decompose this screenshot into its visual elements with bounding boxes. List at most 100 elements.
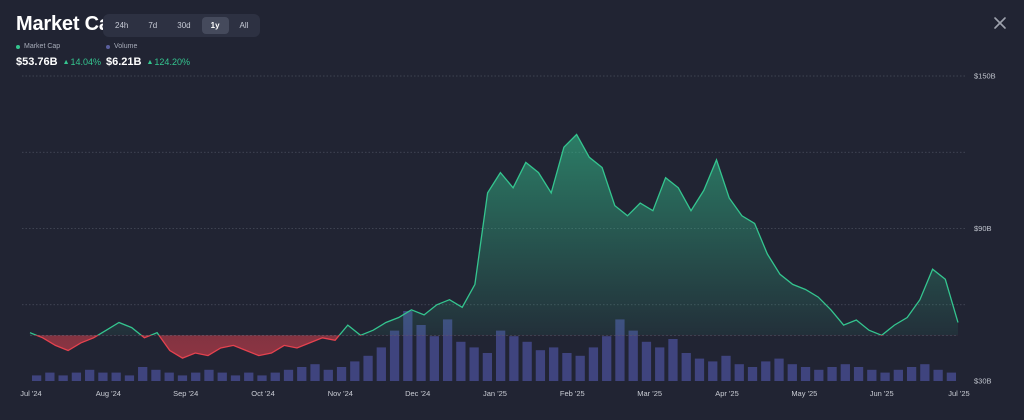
volume-bar — [509, 336, 519, 381]
x-tick-label: Aug '24 — [96, 389, 121, 398]
volume-bar — [495, 330, 506, 381]
volume-bar — [429, 336, 439, 381]
x-tick-label: Jul '24 — [20, 389, 41, 398]
caret-up-icon: ▲ — [62, 58, 70, 66]
x-tick-label: Apr '25 — [715, 389, 739, 398]
market-cap-line-down — [34, 335, 883, 359]
volume-bar — [946, 372, 957, 381]
x-tick-label: Jan '25 — [483, 389, 507, 398]
volume-bar — [270, 372, 280, 381]
volume-bar — [45, 372, 55, 381]
volume-bar — [98, 372, 108, 381]
market-cap-value: $53.76B — [16, 56, 58, 68]
volume-bar — [734, 364, 744, 381]
volume-bar — [111, 372, 121, 381]
volume-bar — [389, 330, 400, 381]
volume-bar — [747, 367, 758, 381]
volume-metric: $6.21B ▲ 124.20% — [106, 56, 190, 68]
y-tick-label: $150B — [974, 72, 996, 81]
volume-bar — [694, 358, 705, 381]
market-cap-area-down — [30, 335, 958, 359]
x-tick-label: Feb '25 — [560, 389, 585, 398]
x-tick-label: Sep '24 — [173, 389, 198, 398]
volume-bar — [244, 372, 254, 381]
volume-bar — [217, 372, 227, 381]
volume-bar — [323, 369, 333, 381]
volume-bar — [442, 319, 453, 381]
x-tick-label: Oct '24 — [251, 389, 275, 398]
legend-volume: Volume — [106, 43, 137, 50]
volume-bar — [575, 355, 585, 381]
y-axis: $150B $90B $30B — [974, 72, 996, 386]
volume-bar — [933, 369, 943, 381]
x-tick-label: Mar '25 — [637, 389, 662, 398]
volume-bar — [363, 355, 373, 381]
volume-bar — [562, 353, 572, 381]
volume-bar — [535, 350, 546, 381]
volume-bar — [191, 372, 201, 381]
volume-bar — [641, 341, 652, 381]
close-icon[interactable] — [992, 15, 1008, 31]
volume-bar — [588, 347, 599, 381]
volume-bar — [814, 369, 824, 381]
volume-change: ▲ 124.20% — [146, 57, 189, 67]
y-tick-label: $90B — [974, 224, 992, 233]
volume-bar — [482, 353, 493, 381]
volume-bar — [867, 369, 877, 381]
market-cap-area — [29, 133, 959, 359]
volume-value: $6.21B — [106, 56, 142, 68]
x-tick-label: Nov '24 — [328, 389, 353, 398]
volume-bar — [124, 375, 135, 381]
volume-bar — [774, 358, 784, 381]
volume-bar — [787, 364, 797, 381]
market-cap-metric: $53.76B ▲ 14.04% — [16, 56, 101, 68]
volume-bar — [615, 319, 625, 381]
volume-bar — [336, 367, 347, 381]
market-cap-change: ▲ 14.04% — [63, 57, 101, 67]
tab-24h[interactable]: 24h — [115, 21, 129, 30]
volume-bar — [151, 369, 161, 381]
volume-bar — [827, 367, 837, 381]
volume-bar — [602, 336, 612, 381]
x-axis: Jul '24 Aug '24 Sep '24 Oct '24 Nov '24 Dec '… — [20, 389, 969, 398]
volume-legend-label: Volume — [114, 43, 138, 50]
volume-bar — [668, 339, 678, 381]
volume-bar — [456, 341, 466, 381]
volume-bar — [655, 347, 665, 381]
volume-bar — [297, 367, 307, 381]
tab-all[interactable]: All — [239, 21, 249, 30]
volume-bar — [800, 367, 811, 381]
volume-bar — [893, 369, 903, 381]
volume-bar — [230, 375, 241, 381]
tab-30d[interactable]: 30d — [177, 21, 191, 30]
volume-bar — [549, 347, 559, 381]
volume-bar — [522, 341, 532, 381]
x-tick-label: Jun '25 — [870, 389, 894, 398]
volume-change-value: 124.20% — [154, 57, 190, 67]
y-tick-label: $30B — [974, 377, 992, 386]
volume-bar — [628, 330, 638, 381]
x-tick-label: Dec '24 — [405, 389, 430, 398]
volume-bar — [681, 353, 691, 381]
volume-bar — [204, 369, 214, 381]
tab-7d[interactable]: 7d — [148, 21, 158, 30]
volume-bar — [58, 375, 68, 381]
volume-bar — [840, 364, 850, 381]
volume-bar — [721, 355, 731, 381]
market-cap-legend-label: Market Cap — [24, 43, 61, 50]
volume-bar — [761, 361, 771, 381]
volume-bar — [257, 375, 267, 381]
tab-1y[interactable]: 1y — [201, 17, 229, 34]
volume-bar — [310, 364, 320, 381]
volume-bar — [469, 347, 479, 381]
volume-bar — [880, 372, 890, 381]
market-cap-area-up — [30, 134, 958, 336]
x-tick-label: May '25 — [791, 389, 817, 398]
volume-bar — [906, 367, 917, 381]
volume-bar — [376, 347, 386, 381]
volume-bar — [31, 375, 42, 381]
caret-up-icon: ▲ — [146, 58, 154, 66]
page-title: Market Cap — [16, 13, 122, 35]
volume-bar — [138, 367, 148, 381]
market-cap-line-up — [29, 133, 959, 336]
